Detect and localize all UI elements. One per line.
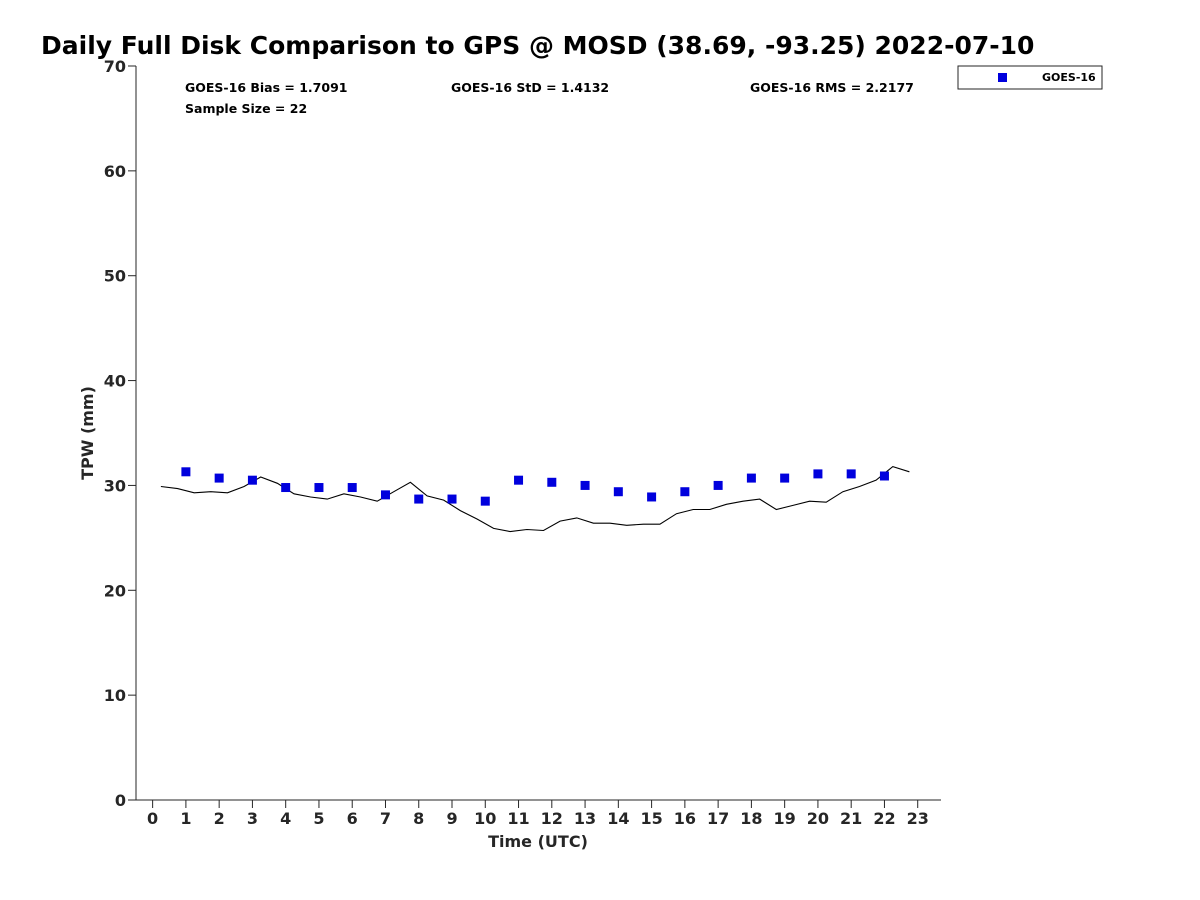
y-tick-label-10: 10 [104,686,126,705]
y-tick-label-50: 50 [104,267,126,286]
goes16-point-9 [447,494,457,504]
x-tick-label-23: 23 [907,809,929,828]
goes16-point-15 [647,492,657,502]
goes16-point-2 [214,473,224,483]
goes16-point-21 [846,469,856,479]
plot-series [160,465,910,533]
goes16-point-7 [380,490,390,500]
x-tick-label-15: 15 [640,809,662,828]
x-tick-label-6: 6 [347,809,358,828]
x-tick-label-8: 8 [413,809,424,828]
x-tick-label-14: 14 [607,809,629,828]
x-tick-label-20: 20 [807,809,829,828]
x-tick-label-5: 5 [313,809,324,828]
goes16-point-8 [414,494,424,504]
x-tick-label-16: 16 [674,809,696,828]
x-tick-label-11: 11 [507,809,529,828]
goes16-point-11 [514,475,524,485]
gps-tpw-line [160,465,910,533]
axes [135,66,941,801]
x-tick-label-4: 4 [280,809,291,828]
goes16-point-10 [480,496,490,506]
x-tick-label-7: 7 [380,809,391,828]
x-ticks: 0 1 2 3 4 5 6 7 8 9 10 11 12 13 14 15 16 17 18 19 20 21 22 23 [147,800,929,828]
x-tick-label-13: 13 [574,809,596,828]
x-tick-label-10: 10 [474,809,496,828]
x-tick-label-12: 12 [541,809,563,828]
legend-marker-goes16 [998,73,1007,82]
x-axis-label: Time (UTC) [488,832,588,851]
x-tick-label-21: 21 [840,809,862,828]
y-ticks: 0 10 20 30 40 50 60 70 [104,57,136,810]
x-tick-label-1: 1 [180,809,191,828]
goes16-point-5 [314,483,324,493]
legend-box [957,65,1103,90]
y-tick-label-20: 20 [104,581,126,600]
y-tick-label-60: 60 [104,162,126,181]
goes16-point-4 [281,483,291,493]
goes16-point-3 [247,475,257,485]
chart-title: Daily Full Disk Comparison to GPS @ MOSD… [41,31,1034,60]
legend-label-goes16: GOES-16 [1042,71,1096,84]
goes16-point-22 [879,471,889,481]
goes16-point-6 [347,483,357,493]
goes16-point-14 [613,487,623,497]
goes16-point-20 [813,469,823,479]
x-tick-label-3: 3 [247,809,258,828]
goes16-point-13 [580,480,590,490]
std-stat: GOES-16 StD = 1.4132 [451,80,609,95]
y-tick-label-70: 70 [104,57,126,76]
x-tick-label-17: 17 [707,809,729,828]
goes16-point-17 [713,480,723,490]
x-tick-label-9: 9 [446,809,457,828]
legend: GOES-16 [957,65,1103,90]
x-tick-label-0: 0 [147,809,158,828]
goes16-point-1 [181,467,191,477]
x-tick-label-18: 18 [740,809,762,828]
goes16-point-18 [746,473,756,483]
x-tick-label-2: 2 [214,809,225,828]
y-axis-label: TPW (mm) [78,386,97,480]
goes16-point-16 [680,487,690,497]
goes16-point-12 [547,477,557,487]
y-tick-label-40: 40 [104,372,126,391]
goes16-point-19 [780,473,790,483]
y-tick-label-0: 0 [115,791,126,810]
sample-size-stat: Sample Size = 22 [185,101,307,116]
bias-stat: GOES-16 Bias = 1.7091 [185,80,347,95]
x-tick-label-22: 22 [873,809,895,828]
y-tick-label-30: 30 [104,476,126,495]
x-tick-label-19: 19 [774,809,796,828]
rms-stat: GOES-16 RMS = 2.2177 [750,80,914,95]
